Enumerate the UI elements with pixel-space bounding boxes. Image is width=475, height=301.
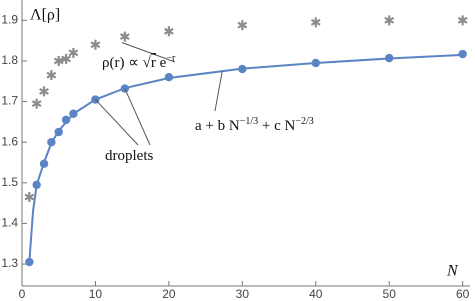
- annotation-part: r: [151, 55, 156, 71]
- asterisk-point: [24, 192, 35, 203]
- annotation-pointer: [124, 88, 151, 146]
- data-point: [32, 180, 41, 190]
- asterisk-point: [46, 70, 57, 81]
- annotation-pointer: [214, 70, 223, 112]
- y-tick-label: 1.7: [1, 94, 18, 108]
- data-point: [54, 127, 63, 137]
- data-point: [311, 58, 320, 68]
- asterisk-point: [457, 15, 468, 26]
- data-point: [61, 115, 71, 125]
- asterisk-point: [237, 20, 248, 31]
- y-tick-label: 1.5: [1, 175, 18, 189]
- asterisk-point: [119, 31, 130, 42]
- annotation-pointer: [121, 42, 176, 63]
- y-tick-label: 1.4: [1, 216, 18, 230]
- x-tick-label: 0: [19, 287, 26, 301]
- y-tick-label: 1.6: [1, 134, 18, 148]
- asterisk-point: [53, 55, 64, 66]
- data-point: [69, 109, 78, 118]
- annotation: droplets: [105, 148, 153, 164]
- fit-curve: [28, 53, 463, 263]
- y-tick-label: 1.9: [1, 12, 18, 26]
- annotation-part: −r: [166, 53, 176, 64]
- annotation-part: −2/3: [295, 116, 313, 127]
- asterisk-point: [31, 98, 42, 109]
- y-tick-label: 1.3: [1, 256, 18, 270]
- annotation-part: + c N: [258, 118, 295, 134]
- annotation: a + b N−1/3 + c N−2/3: [195, 116, 314, 135]
- data-point: [238, 64, 247, 74]
- x-tick-label: 50: [383, 287, 397, 301]
- data-point: [458, 49, 467, 59]
- data-point: [164, 72, 174, 82]
- data-point: [25, 257, 34, 267]
- annotation-part: ρ(r) ∝ √: [102, 55, 152, 71]
- x-tick-label: 20: [162, 287, 176, 301]
- annotation-part: e: [156, 55, 167, 71]
- data-point: [385, 53, 394, 63]
- asterisk-point: [68, 47, 79, 58]
- asterisk-point: [310, 17, 321, 28]
- annotation-part: droplets: [105, 148, 153, 164]
- asterisk-point: [164, 26, 174, 37]
- y-axis-label: Λ[ρ]: [30, 7, 60, 24]
- x-axis-label: N: [446, 263, 459, 280]
- data-point: [47, 137, 56, 147]
- x-tick-label: 10: [89, 287, 103, 301]
- asterisk-point: [90, 39, 101, 50]
- annotation: ρ(r) ∝ √r e−r: [102, 53, 176, 72]
- y-tick-label: 1.8: [1, 53, 18, 67]
- x-tick-label: 30: [236, 287, 250, 301]
- asterisk-point: [384, 15, 395, 26]
- asterisk-point: [39, 86, 49, 97]
- x-tick-label: 40: [309, 287, 323, 301]
- annotation-part: a + b N: [195, 118, 240, 134]
- x-tick-label: 60: [456, 287, 470, 301]
- annotation-part: −1/3: [240, 116, 258, 127]
- data-point: [39, 159, 49, 168]
- asterisk-point: [61, 53, 71, 64]
- annotation-pointer: [95, 99, 139, 146]
